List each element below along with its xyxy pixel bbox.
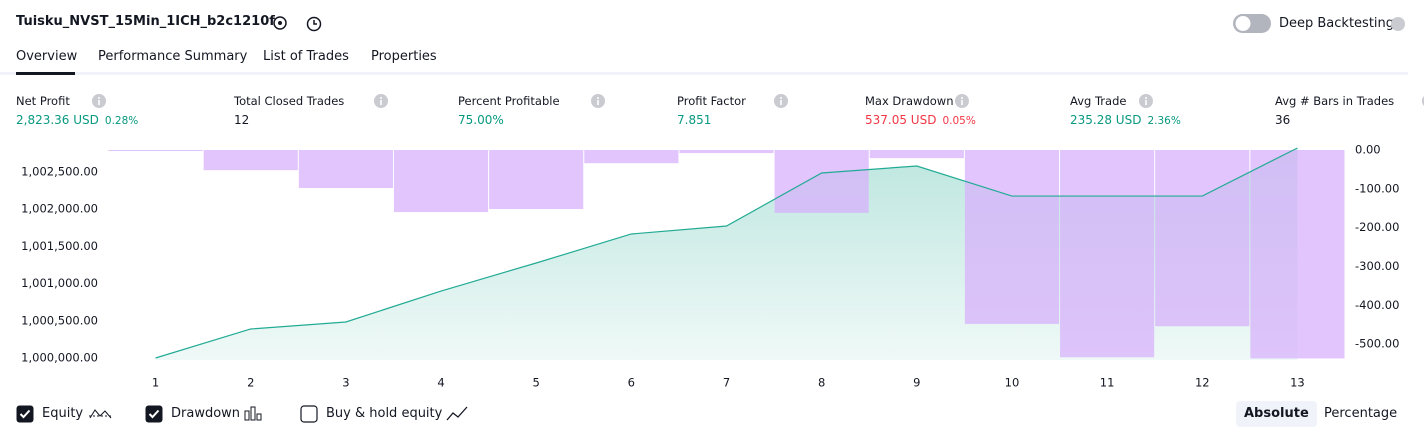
y-tick-label: 1,000,500.00	[21, 313, 98, 327]
metric-percent: 0.05%	[942, 115, 976, 127]
drawdown-bar	[1250, 150, 1345, 359]
checkbox[interactable]	[16, 405, 34, 423]
y-tick-label: 1,002,000.00	[21, 202, 98, 216]
drawdown-bar	[298, 150, 393, 189]
strategy-title: Tuisku_NVST_15Min_1ICH_b2c1210f	[16, 14, 275, 29]
drawdown-bar	[584, 150, 679, 164]
legend-equity: Equity	[42, 406, 84, 421]
x-tick-label: 7	[723, 376, 730, 390]
info-icon[interactable]	[773, 93, 789, 109]
metric-value: 36	[1275, 113, 1291, 127]
x-tick-label: 6	[628, 376, 635, 390]
y2-tick-label: -500.00	[1355, 337, 1399, 351]
x-tick-label: 13	[1290, 376, 1305, 390]
y2-tick-label: -300.00	[1355, 259, 1399, 273]
metric-value: 7.851	[677, 113, 712, 127]
drawdown-bar	[679, 150, 774, 154]
legend-drawdown: Drawdown	[171, 406, 241, 421]
equity-line	[155, 147, 1298, 359]
metric-label: Avg # Bars in Trades	[1275, 94, 1395, 108]
y-tick-label: 1,002,500.00	[21, 165, 98, 179]
metric-value: 537.05 USD 0.05%	[865, 113, 976, 127]
metric-value: 12	[234, 113, 250, 127]
metric-percent: 0.28%	[104, 115, 139, 127]
x-tick-label: 2	[247, 376, 254, 390]
drawdown-bar	[489, 150, 584, 210]
legend-buy-hold: Buy & hold equity	[326, 406, 443, 421]
drawdown-bar	[1155, 150, 1250, 327]
help-icon[interactable]	[1390, 16, 1406, 32]
metric-label: Avg Trade	[1070, 94, 1127, 108]
tab-underline	[16, 72, 75, 75]
y2-tick-label: -200.00	[1355, 220, 1399, 234]
y2-tick-label: 0.00	[1355, 143, 1381, 157]
info-icon[interactable]	[954, 93, 970, 109]
checkbox[interactable]	[300, 405, 318, 423]
y-tick-label: 1,001,500.00	[21, 239, 98, 253]
x-tick-label: 8	[818, 376, 825, 390]
y-tick-label: 1,000,000.00	[21, 350, 98, 364]
drawdown-bar	[203, 150, 298, 171]
x-tick-label: 10	[1005, 376, 1020, 390]
y2-tick-label: -100.00	[1355, 181, 1399, 195]
metric-label: Max Drawdown	[865, 94, 954, 108]
tab-divider	[0, 72, 1408, 75]
info-icon[interactable]	[91, 93, 107, 109]
x-tick-label: 1	[152, 376, 159, 390]
chart: 1,000,000.00 1,000,500.00 1,001,000.00 1,00…	[21, 143, 1399, 390]
tab[interactable]: List of Trades	[263, 49, 349, 64]
deep-backtesting-label: Deep Backtesting	[1279, 16, 1395, 31]
percentage-button[interactable]: Percentage	[1324, 406, 1398, 421]
checkbox[interactable]	[145, 405, 163, 423]
absolute-button[interactable]: Absolute	[1236, 401, 1317, 427]
title-icons[interactable]	[270, 13, 334, 35]
tab[interactable]: Performance Summary	[98, 49, 248, 64]
info-icon[interactable]	[590, 93, 606, 109]
metric-label: Net Profit	[16, 94, 70, 108]
metric-percent: 2.36%	[1147, 115, 1181, 127]
metric-value: 2,823.36 USD 0.28%	[16, 113, 139, 127]
drawdown-bar	[869, 150, 964, 159]
info-icon[interactable]	[1138, 93, 1154, 109]
tab[interactable]: Overview	[16, 49, 78, 64]
drawdown-bar	[1060, 150, 1155, 358]
metric-label: Total Closed Trades	[234, 94, 345, 108]
info-icon[interactable]	[373, 93, 389, 109]
x-tick-label: 9	[913, 376, 920, 390]
x-tick-label: 11	[1100, 376, 1115, 390]
deep-toggle[interactable]	[1233, 13, 1273, 35]
metric-label: Percent Profitable	[458, 94, 560, 108]
drawdown-bar	[964, 150, 1060, 324]
x-tick-label: 4	[437, 376, 444, 390]
tab[interactable]: Properties	[371, 49, 437, 64]
drawdown-bar	[108, 150, 203, 151]
x-tick-label: 12	[1195, 376, 1210, 390]
y2-tick-label: -400.00	[1355, 298, 1399, 312]
metric-value: 235.28 USD 2.36%	[1070, 113, 1181, 127]
y-tick-label: 1,001,000.00	[21, 276, 98, 290]
metric-label: Profit Factor	[677, 94, 746, 108]
legend-icons	[89, 406, 468, 421]
metric-value: 75.00%	[458, 113, 504, 127]
drawdown-bar	[393, 150, 489, 213]
x-tick-label: 5	[533, 376, 540, 390]
drawdown-bar	[774, 150, 869, 213]
x-tick-label: 3	[342, 376, 349, 390]
